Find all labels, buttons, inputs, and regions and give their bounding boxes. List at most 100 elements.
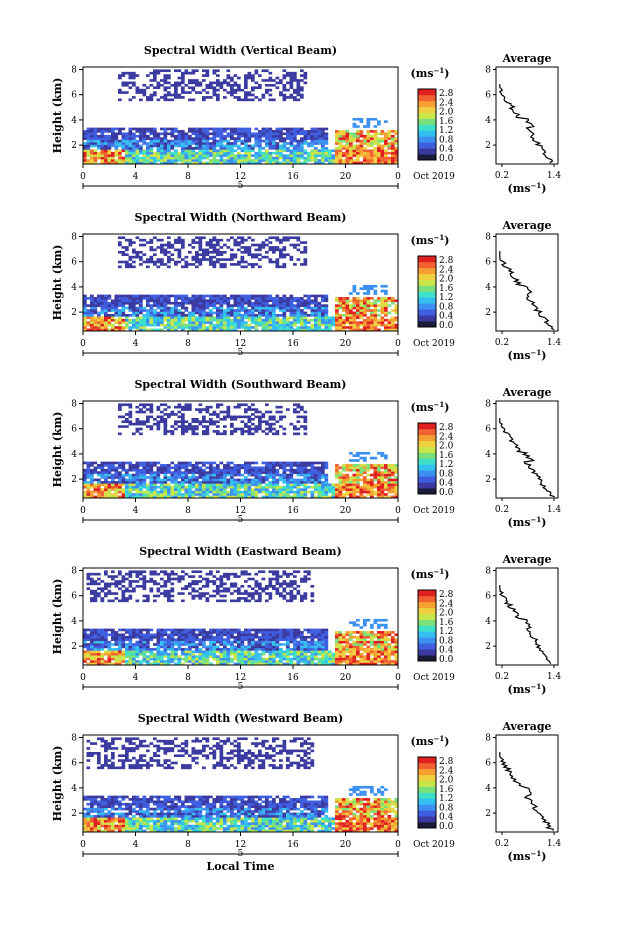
- colorbar-swatch: [418, 452, 436, 459]
- colorbar-swatch: [418, 148, 436, 155]
- avg-x-axis-label: (ms−1): [507, 682, 546, 696]
- y-tick-label: 6: [71, 759, 77, 769]
- colorbar-swatch: [418, 291, 436, 298]
- x-tick-label: 8: [185, 339, 191, 349]
- x-tick-label: 12: [235, 172, 246, 182]
- average-profile-line: [499, 251, 555, 331]
- colorbar-tick-label: 1.2: [439, 460, 453, 470]
- avg-x-axis-label: (ms−1): [507, 348, 546, 362]
- colorbar-tick-label: 2.4: [439, 599, 454, 609]
- y-tick-label: 8: [71, 734, 77, 744]
- colorbar-tick-label: 1.2: [439, 293, 453, 303]
- heatmap: [83, 403, 399, 499]
- colorbar-swatch: [418, 482, 436, 489]
- avg-y-tick-label: 8: [485, 734, 491, 744]
- panel-title: Spectral Width (Vertical Beam): [144, 44, 337, 57]
- average-frame: [495, 400, 559, 499]
- y-tick-label: 6: [71, 592, 77, 602]
- colorbar-swatch: [418, 94, 436, 102]
- colorbar-swatch: [418, 297, 436, 304]
- date-label: Oct 2019: [413, 673, 455, 683]
- y-tick-label: 4: [71, 617, 77, 627]
- avg-y-tick-label: 2: [485, 475, 491, 485]
- date-marker: 5: [238, 348, 244, 358]
- x-tick-label: 4: [133, 339, 139, 349]
- avg-x-tick-label: 0.2: [495, 171, 509, 181]
- colorbar-swatch: [418, 89, 436, 96]
- heatmap: [83, 69, 399, 165]
- colorbar-tick-label: 2.4: [439, 432, 454, 442]
- colorbar-tick-label: 2.4: [439, 766, 454, 776]
- y-tick-label: 2: [71, 308, 77, 318]
- x-tick-label: 0: [80, 339, 86, 349]
- colorbar-tick-label: 2.0: [439, 776, 454, 786]
- x-tick-label: 16: [287, 172, 299, 182]
- colorbar-tick-label: 2.8: [439, 423, 454, 433]
- colorbar-swatch: [418, 285, 436, 292]
- x-tick-label: 0: [80, 673, 86, 683]
- colorbar-tick-label: 1.6: [439, 117, 454, 127]
- avg-y-tick-label: 8: [485, 400, 491, 410]
- avg-x-tick-label: 1.4: [547, 338, 562, 348]
- colorbar-swatch: [418, 154, 436, 161]
- avg-y-tick-label: 2: [485, 308, 491, 318]
- x-axis-label: Local Time: [207, 860, 275, 873]
- colorbar-tick-label: 0.8: [439, 636, 454, 646]
- x-tick-label: 0: [80, 840, 86, 850]
- avg-x-axis-label: (ms−1): [507, 515, 546, 529]
- heatmap: [83, 236, 399, 332]
- colorbar-swatch: [418, 798, 436, 805]
- colorbar: [417, 255, 437, 328]
- colorbar-swatch: [418, 631, 436, 638]
- panel-1: Spectral Width (Northward Beam)0 4 8 12 16 20…: [51, 211, 561, 362]
- colorbar-tick-label: 2.4: [439, 98, 454, 108]
- date-marker: 5: [238, 682, 244, 692]
- colorbar-swatch: [418, 118, 436, 125]
- y-tick-label: 2: [71, 642, 77, 652]
- x-tick-label: 0: [395, 339, 401, 349]
- avg-y-tick-label: 2: [485, 642, 491, 652]
- panel-4: Spectral Width (Westward Beam)0 4 8 12 16 20 0…: [51, 712, 561, 873]
- colorbar-swatch: [418, 780, 436, 787]
- colorbar-swatch: [418, 142, 436, 149]
- x-tick-label: 8: [185, 673, 191, 683]
- avg-x-tick-label: 1.4: [547, 672, 562, 682]
- average-title: Average: [501, 553, 551, 566]
- x-tick-label: 20: [340, 506, 352, 516]
- colorbar-tick-label: 0.0: [439, 488, 454, 498]
- avg-y-tick-label: 8: [485, 567, 491, 577]
- colorbar-tick-label: 0.8: [439, 469, 454, 479]
- avg-y-tick-label: 2: [485, 809, 491, 819]
- average-frame: [495, 233, 559, 332]
- colorbar-tick-label: 1.6: [439, 618, 454, 628]
- colorbar-tick-label: 0.0: [439, 822, 454, 832]
- colorbar-tick-label: 2.0: [439, 108, 454, 118]
- colorbar-unit: (ms−1): [410, 233, 449, 247]
- panel-title: Spectral Width (Northward Beam): [135, 211, 347, 224]
- avg-y-tick-label: 6: [485, 592, 491, 602]
- avg-x-tick-label: 0.2: [495, 839, 509, 849]
- colorbar-swatch: [418, 279, 436, 286]
- avg-y-tick-label: 6: [485, 759, 491, 769]
- colorbar-swatch: [418, 464, 436, 471]
- colorbar-swatch: [418, 106, 436, 113]
- colorbar-swatch: [418, 315, 436, 322]
- avg-y-tick-label: 4: [485, 283, 491, 293]
- panel-2: Spectral Width (Southward Beam)0 4 8 12 16 20…: [51, 378, 561, 529]
- avg-y-tick-label: 4: [485, 450, 491, 460]
- colorbar-swatch: [418, 124, 436, 131]
- y-tick-label: 2: [71, 475, 77, 485]
- colorbar-frame: [417, 756, 437, 829]
- colorbar-tick-label: 0.0: [439, 321, 454, 331]
- colorbar-swatch: [418, 476, 436, 483]
- colorbar-swatch: [418, 810, 436, 817]
- x-tick-label: 16: [287, 673, 299, 683]
- average-profile-line: [498, 84, 554, 164]
- colorbar-swatch: [418, 303, 436, 310]
- y-tick-label: 6: [71, 91, 77, 101]
- avg-x-axis-label: (ms−1): [507, 181, 546, 195]
- colorbar-swatch: [418, 816, 436, 823]
- colorbar-swatch: [418, 757, 436, 764]
- colorbar-swatch: [418, 321, 436, 328]
- x-tick-label: 20: [340, 172, 352, 182]
